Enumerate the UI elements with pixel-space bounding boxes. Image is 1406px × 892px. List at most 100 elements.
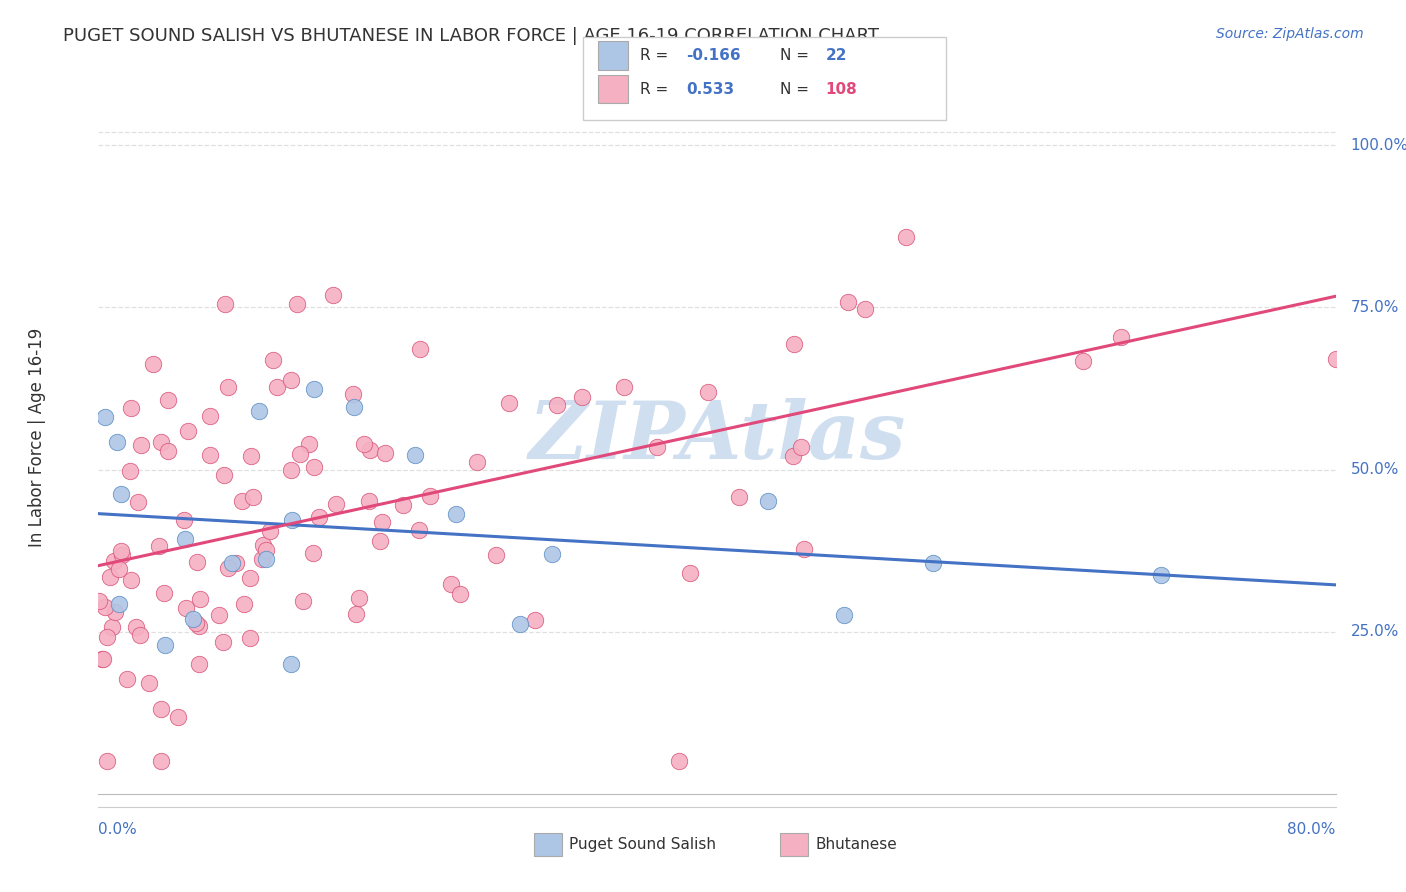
Point: [408, 342, 430, 356]
Point: [129, 437, 152, 451]
Point: [155, 638, 177, 652]
Point: [108, 597, 131, 611]
Point: [302, 460, 325, 475]
Point: [280, 657, 302, 671]
Point: [174, 601, 197, 615]
Point: [239, 571, 262, 585]
Point: [108, 562, 131, 576]
Text: Puget Sound Salish: Puget Sound Salish: [569, 838, 717, 852]
Text: 80.0%: 80.0%: [1288, 822, 1336, 838]
Point: [832, 608, 855, 623]
Text: Source: ZipAtlas.com: Source: ZipAtlas.com: [1216, 27, 1364, 41]
Point: [540, 547, 562, 561]
Point: [262, 353, 284, 368]
Point: [181, 612, 204, 626]
Text: 0.0%: 0.0%: [98, 822, 138, 838]
Point: [198, 448, 221, 462]
Point: [110, 543, 132, 558]
Point: [153, 585, 176, 599]
Point: [571, 390, 593, 404]
Point: [404, 448, 426, 462]
Point: [212, 634, 235, 648]
Point: [150, 702, 173, 716]
Point: [280, 372, 302, 386]
Point: [239, 632, 262, 646]
Point: [325, 498, 347, 512]
Point: [613, 380, 636, 394]
Point: [449, 587, 471, 601]
Point: [173, 512, 195, 526]
Point: [790, 440, 813, 454]
Point: [96, 630, 118, 644]
Point: [94, 410, 117, 425]
Point: [894, 230, 917, 244]
Text: R =: R =: [640, 48, 673, 62]
Point: [343, 400, 366, 414]
Point: [280, 462, 302, 476]
Point: [783, 337, 806, 351]
Point: [138, 676, 160, 690]
Text: R =: R =: [640, 82, 673, 96]
Point: [167, 710, 190, 724]
Point: [696, 385, 718, 400]
Point: [156, 392, 179, 407]
Point: [1109, 329, 1132, 343]
Point: [357, 493, 380, 508]
Point: [853, 301, 876, 316]
Text: 25.0%: 25.0%: [1351, 624, 1399, 640]
Point: [107, 435, 129, 450]
Point: [727, 490, 749, 504]
Point: [439, 577, 461, 591]
Point: [285, 297, 308, 311]
Point: [419, 489, 441, 503]
Point: [217, 561, 239, 575]
Point: [120, 401, 142, 415]
Text: 75.0%: 75.0%: [1351, 300, 1399, 315]
Point: [142, 358, 165, 372]
Point: [188, 619, 211, 633]
Point: [212, 467, 235, 482]
Point: [371, 516, 394, 530]
Point: [465, 455, 488, 469]
Point: [186, 555, 208, 569]
Point: [546, 398, 568, 412]
Point: [1324, 352, 1347, 367]
Text: 50.0%: 50.0%: [1351, 462, 1399, 477]
Point: [90, 652, 112, 666]
Point: [266, 380, 288, 394]
Point: [1150, 568, 1173, 582]
Point: [344, 607, 367, 622]
Point: [252, 538, 274, 552]
Text: -0.166: -0.166: [686, 48, 741, 62]
Point: [793, 541, 815, 556]
Point: [292, 594, 315, 608]
Text: N =: N =: [780, 48, 814, 62]
Point: [922, 556, 945, 570]
Point: [96, 755, 118, 769]
Point: [756, 494, 779, 508]
Point: [94, 600, 117, 615]
Point: [115, 672, 138, 686]
Point: [225, 556, 247, 570]
Point: [87, 594, 110, 608]
Point: [297, 436, 319, 450]
Point: [148, 539, 170, 553]
Point: [91, 652, 114, 666]
Point: [208, 607, 231, 622]
Point: [242, 490, 264, 504]
Point: [392, 498, 415, 512]
Point: [254, 542, 277, 557]
Point: [184, 615, 207, 630]
Text: 22: 22: [825, 48, 846, 62]
Point: [129, 627, 152, 641]
Point: [217, 380, 239, 394]
Point: [485, 548, 508, 562]
Point: [368, 533, 391, 548]
Point: [347, 591, 370, 605]
Text: ZIPAtlas: ZIPAtlas: [529, 399, 905, 475]
Point: [509, 616, 531, 631]
Text: 100.0%: 100.0%: [1351, 137, 1406, 153]
Point: [100, 620, 122, 634]
Point: [342, 387, 364, 401]
Point: [188, 657, 211, 671]
